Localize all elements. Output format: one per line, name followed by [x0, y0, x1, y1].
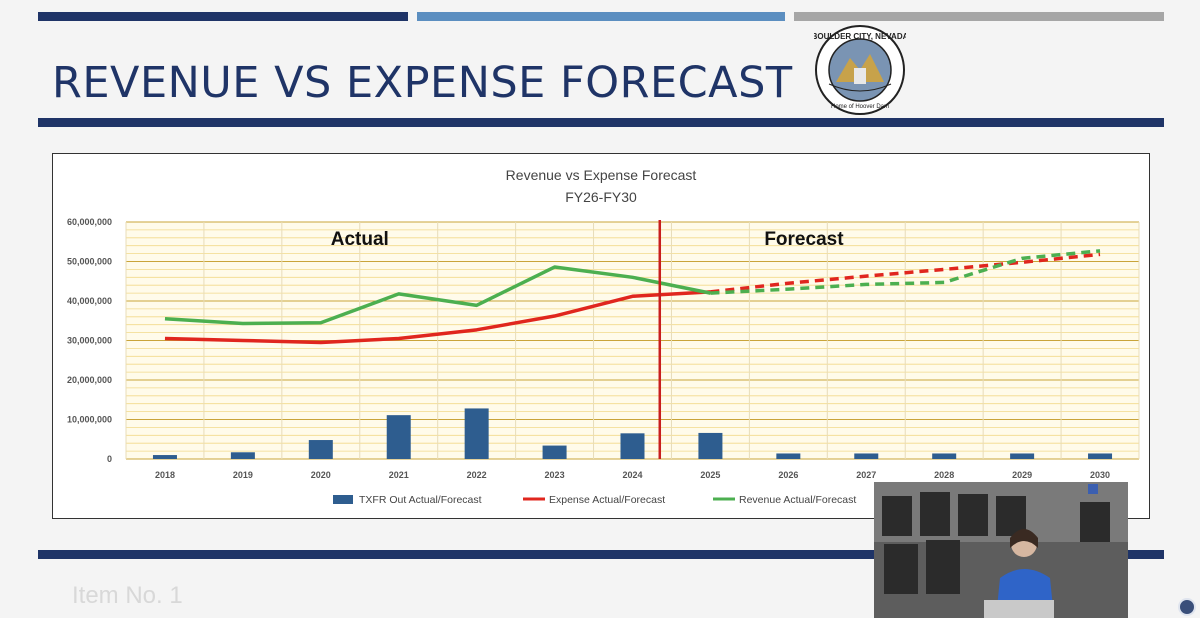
x-tick-label: 2030 — [1090, 470, 1110, 480]
annotation-actual: Actual — [331, 229, 389, 250]
top-accent-bar-navy — [38, 12, 408, 21]
x-tick-label: 2020 — [311, 470, 331, 480]
bar-txfr-out — [542, 445, 567, 459]
channel-logo-icon — [1178, 598, 1196, 616]
x-tick-label: 2021 — [389, 470, 409, 480]
top-accent-bar-blue — [417, 12, 785, 21]
chart-container: Revenue vs Expense Forecast FY26-FY30 0 10,… — [52, 153, 1150, 519]
slide-title: REVENUE VS EXPENSE FORECAST — [52, 58, 793, 108]
legend-label: Revenue Actual/Forecast — [739, 494, 856, 506]
x-tick-label: 2019 — [233, 470, 253, 480]
y-tick-label: 50,000,000 — [67, 257, 112, 267]
x-tick-label: 2023 — [545, 470, 565, 480]
bar-txfr-out — [932, 453, 957, 459]
legend-label: Expense Actual/Forecast — [549, 494, 665, 506]
bar-txfr-out — [1088, 453, 1113, 459]
y-tick-label: 60,000,000 — [67, 217, 112, 227]
y-tick-label: 30,000,000 — [67, 336, 112, 346]
seal-bottom-text: Home of Hoover Dam — [831, 104, 889, 110]
line-revenue-actual — [164, 265, 711, 326]
annotation-forecast: Forecast — [764, 229, 844, 250]
y-tick-label: 20,000,000 — [67, 375, 112, 385]
x-tick-label: 2027 — [856, 470, 876, 480]
y-tick-label: 0 — [107, 454, 112, 464]
chart-subtitle: FY26-FY30 — [565, 189, 637, 205]
bottom-rule — [38, 550, 1164, 559]
x-tick-label: 2028 — [934, 470, 954, 480]
revenue-expense-chart: Revenue vs Expense Forecast FY26-FY30 0 10,… — [67, 167, 1140, 506]
city-seal-icon: BOULDER CITY, NEVADA Home of Hoover Dam — [814, 25, 906, 115]
line-expense-actual — [164, 290, 711, 345]
bar-txfr-out — [854, 453, 879, 459]
x-tick-label: 2018 — [155, 470, 175, 480]
line-expense-forecast — [710, 252, 1101, 294]
bar-txfr-out — [620, 433, 645, 459]
bar-txfr-out — [776, 453, 801, 459]
x-tick-label: 2022 — [467, 470, 487, 480]
bar-txfr-out — [698, 432, 723, 459]
bar-txfr-out — [152, 455, 177, 459]
top-accent-bar-gray — [794, 12, 1164, 21]
y-tick-label: 40,000,000 — [67, 296, 112, 306]
footer-item-number: Item No. 1 — [72, 582, 183, 609]
bar-txfr-out — [1010, 453, 1035, 459]
legend-label: TXFR Out Actual/Forecast — [359, 494, 482, 506]
title-underline — [38, 118, 1164, 127]
bar-txfr-out — [464, 408, 489, 459]
chart-title: Revenue vs Expense Forecast — [506, 167, 697, 183]
x-tick-label: 2026 — [778, 470, 798, 480]
x-tick-label: 2024 — [622, 470, 642, 480]
presenter-video-overlay — [874, 482, 1128, 618]
bar-txfr-out — [230, 452, 255, 459]
bar-txfr-out — [308, 440, 333, 459]
x-tick-label: 2029 — [1012, 470, 1032, 480]
seal-top-text: BOULDER CITY, NEVADA — [814, 32, 906, 41]
legend-swatch-txfr-out — [333, 495, 353, 504]
bar-txfr-out — [386, 415, 411, 459]
line-revenue-forecast — [710, 249, 1101, 295]
x-tick-label: 2025 — [700, 470, 720, 480]
y-tick-label: 10,000,000 — [67, 415, 112, 425]
